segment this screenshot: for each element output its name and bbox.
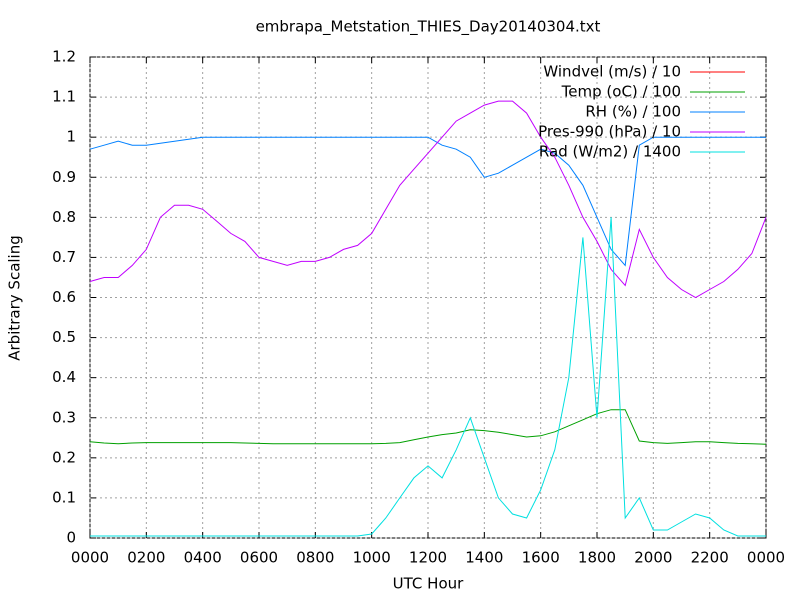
y-tick-label: 0.7 bbox=[52, 248, 76, 266]
data-line bbox=[89, 409, 767, 445]
x-tick-label: 1600 bbox=[522, 549, 560, 567]
x-tick-label: 1200 bbox=[409, 549, 447, 567]
y-tick-label: 0.2 bbox=[52, 448, 76, 466]
y-tick-label: 0 bbox=[66, 529, 76, 547]
y-tick-label: 0.5 bbox=[52, 328, 76, 346]
x-tick-label: 0200 bbox=[127, 549, 165, 567]
legend-label: RH (%) / 100 bbox=[585, 103, 681, 121]
x-tick-label: 1400 bbox=[465, 549, 503, 567]
legend-label: Temp (oC) / 100 bbox=[561, 83, 681, 101]
x-tick-label: 1800 bbox=[578, 549, 616, 567]
y-tick-label: 0.3 bbox=[52, 408, 76, 426]
x-tick-label: 0800 bbox=[296, 549, 334, 567]
x-tick-label: 2000 bbox=[634, 549, 672, 567]
y-tick-label: 1.1 bbox=[52, 88, 76, 106]
y-tick-label: 0.6 bbox=[52, 288, 76, 306]
y-tick-label: 0.8 bbox=[52, 208, 76, 226]
y-axis-label: Arbitrary Scaling bbox=[6, 235, 24, 361]
y-tick-label: 0.9 bbox=[52, 168, 76, 186]
y-tick-label: 1.2 bbox=[52, 48, 76, 66]
legend-label: Rad (W/m2) / 1400 bbox=[539, 143, 681, 161]
y-tick-label: 1 bbox=[66, 128, 76, 146]
x-axis-label: UTC Hour bbox=[393, 575, 464, 593]
y-tick-label: 0.4 bbox=[52, 368, 76, 386]
x-tick-label: 1000 bbox=[353, 549, 391, 567]
chart-title: embrapa_Metstation_THIES_Day20140304.txt bbox=[256, 18, 601, 37]
y-tick-label: 0.1 bbox=[52, 488, 76, 506]
data-line bbox=[90, 217, 766, 537]
data-line bbox=[89, 136, 766, 267]
x-tick-label: 2200 bbox=[691, 549, 729, 567]
data-line bbox=[89, 100, 767, 299]
x-tick-label: 0000 bbox=[747, 549, 785, 567]
legend-label: Pres-990 (hPa) / 10 bbox=[538, 123, 681, 141]
x-tick-label: 0400 bbox=[184, 549, 222, 567]
x-tick-label: 0000 bbox=[71, 549, 109, 567]
x-tick-label: 0600 bbox=[240, 549, 278, 567]
legend-label: Windvel (m/s) / 10 bbox=[543, 63, 681, 81]
